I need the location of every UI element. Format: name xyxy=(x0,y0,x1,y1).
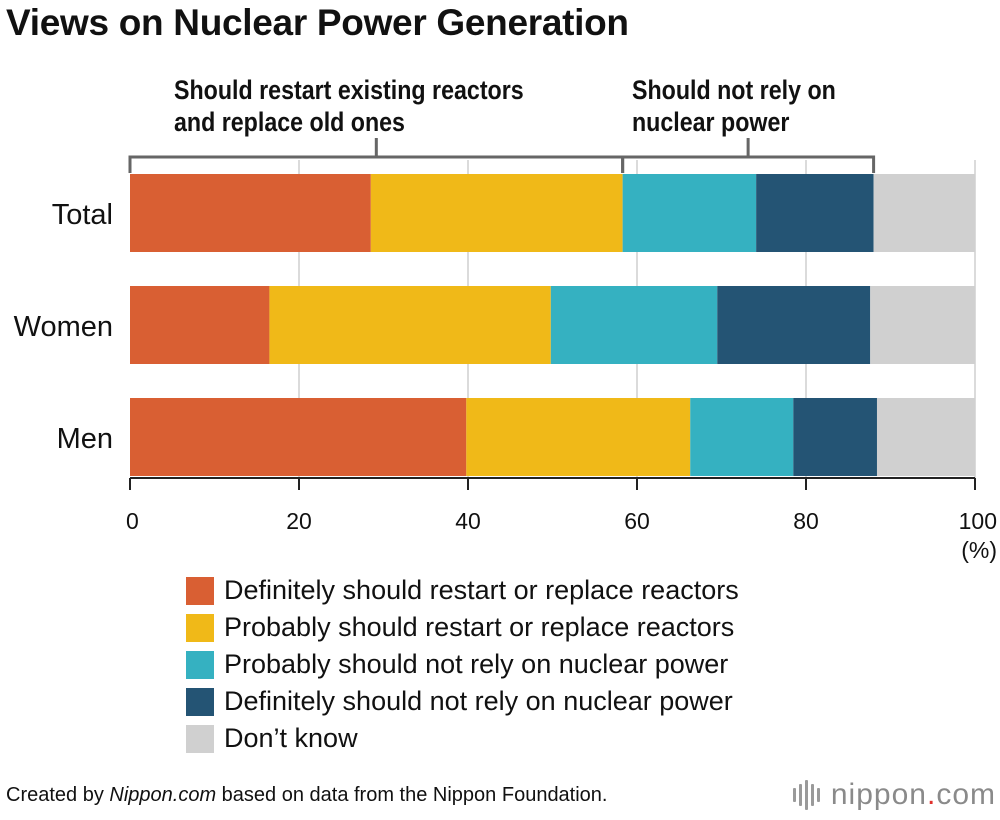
x-tick-label: 60 xyxy=(624,508,650,534)
legend-item: Don’t know xyxy=(186,720,739,757)
legend-swatch xyxy=(186,687,214,716)
bracket xyxy=(621,138,876,173)
footer-prefix: Created by xyxy=(6,784,110,806)
bracket-label-not-rely: Should not rely on nuclear power xyxy=(632,74,836,138)
bar-segment xyxy=(130,286,270,364)
logo-dot: . xyxy=(926,778,937,811)
category-label: Men xyxy=(57,423,113,455)
footer-source: Nippon.com xyxy=(109,784,217,806)
bracket-label-line: and replace old ones xyxy=(174,107,405,137)
bar-segment xyxy=(873,174,975,252)
legend: Definitely should restart or replace rea… xyxy=(186,572,739,757)
legend-item: Probably should restart or replace react… xyxy=(186,609,739,646)
x-tick-label: 80 xyxy=(793,508,819,534)
bar-segment xyxy=(793,398,877,476)
footer-suffix: based on data from the Nippon Foundation… xyxy=(216,784,608,806)
bracket-label-line: Should restart existing reactors xyxy=(174,75,524,105)
legend-label: Don’t know xyxy=(224,723,358,753)
legend-label: Probably should restart or replace react… xyxy=(224,612,735,642)
bracket-label-line: Should not rely on xyxy=(632,75,836,105)
legend-label: Probably should not rely on nuclear powe… xyxy=(224,649,729,679)
chart-title: Views on Nuclear Power Generation xyxy=(6,2,629,43)
bar-segment xyxy=(130,174,371,252)
bar-segment xyxy=(622,174,757,252)
bar-segment xyxy=(269,286,551,364)
legend-swatch xyxy=(186,650,214,679)
x-tick-label: 100 xyxy=(959,508,997,534)
axes: 0 20 40 60 80 100 (%) xyxy=(126,477,997,563)
legend-label: Definitely should restart or replace rea… xyxy=(224,575,739,605)
legend-swatch xyxy=(186,724,214,753)
bars: Total Women Men xyxy=(14,174,975,476)
nippon-logo: nippon.com xyxy=(792,778,996,812)
logo-name: nippon xyxy=(830,778,927,811)
bar-segment xyxy=(876,398,975,476)
bracket-label-line: nuclear power xyxy=(632,107,790,137)
bar-segment xyxy=(717,286,871,364)
x-tick-label: 20 xyxy=(286,508,312,534)
logo-wordmark: nippon.com xyxy=(831,778,996,812)
bar-segment xyxy=(466,398,691,476)
bar-segment xyxy=(870,286,975,364)
legend-swatch xyxy=(186,576,214,605)
source-footer: Created by Nippon.com based on data from… xyxy=(6,784,608,807)
category-label: Women xyxy=(14,311,113,343)
bar-segment xyxy=(130,398,467,476)
bar-segment xyxy=(756,174,874,252)
stacked-bar-chart: Total Women Men 0 20 40 60 80 100 (%) xyxy=(14,138,997,563)
category-label: Total xyxy=(52,199,113,231)
x-unit-label: (%) xyxy=(961,537,997,563)
bar-segment xyxy=(370,174,623,252)
legend-label: Definitely should not rely on nuclear po… xyxy=(224,686,733,716)
brackets xyxy=(128,138,876,173)
legend-swatch xyxy=(186,613,214,642)
bar-segment xyxy=(550,286,718,364)
logo-bars-icon xyxy=(792,780,823,810)
bracket xyxy=(128,138,625,173)
legend-item: Definitely should restart or replace rea… xyxy=(186,572,739,609)
logo-tld: com xyxy=(936,778,996,811)
bracket-label-restart: Should restart existing reactors and rep… xyxy=(174,74,524,138)
x-tick-label: 0 xyxy=(126,508,139,534)
x-tick-label: 40 xyxy=(455,508,481,534)
bar-segment xyxy=(690,398,794,476)
legend-item: Probably should not rely on nuclear powe… xyxy=(186,646,739,683)
legend-item: Definitely should not rely on nuclear po… xyxy=(186,683,739,720)
